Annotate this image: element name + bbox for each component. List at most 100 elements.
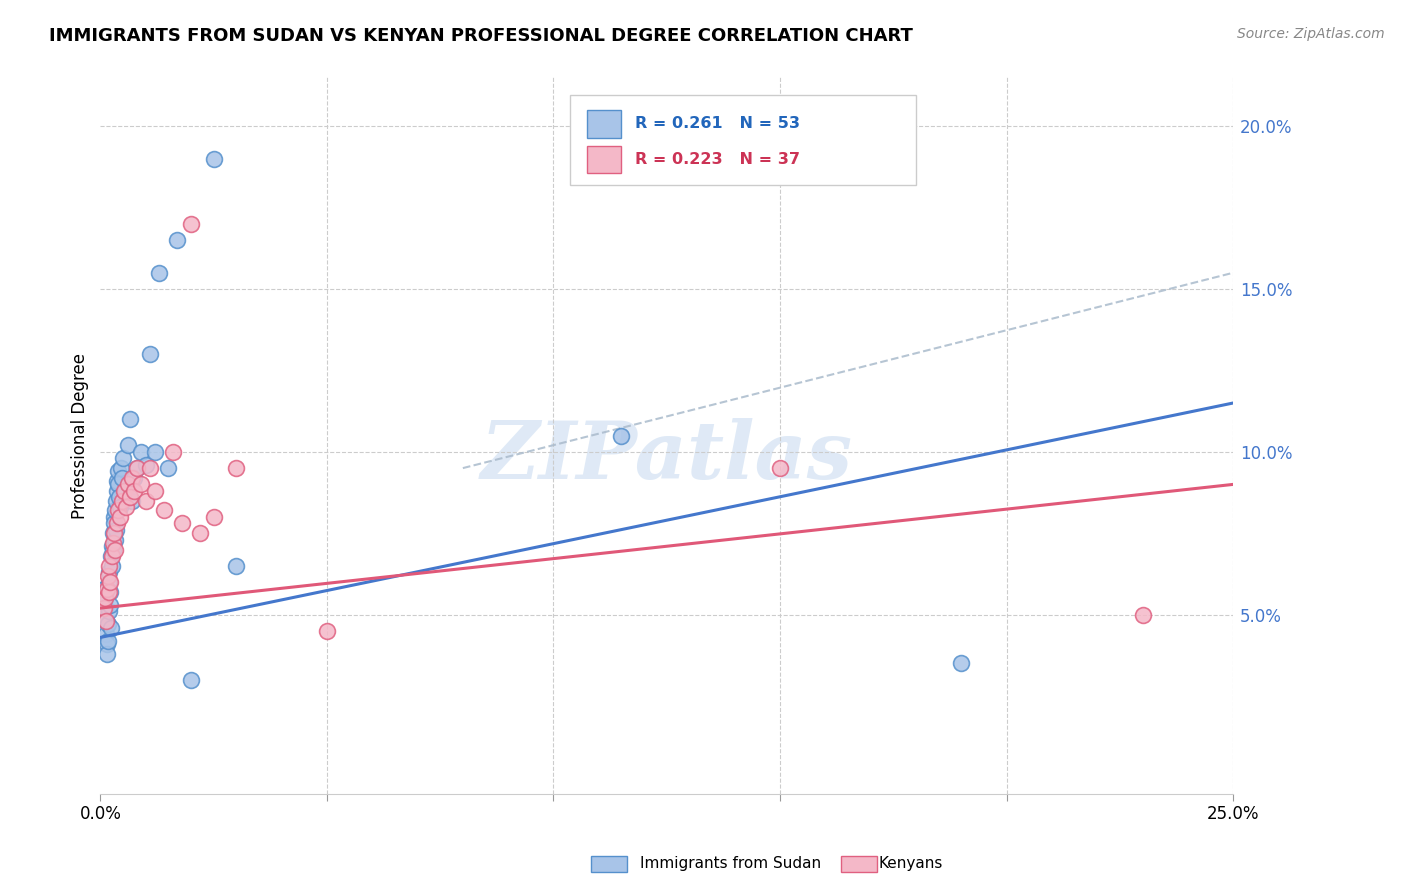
- Point: [103, 526, 125, 541]
- Point: [110, 510, 132, 524]
- Point: [124, 483, 146, 498]
- Point: [98, 566, 121, 580]
- Point: [143, 483, 166, 498]
- Point: [135, 493, 157, 508]
- Point: [111, 451, 134, 466]
- Point: [129, 477, 152, 491]
- Point: [202, 510, 225, 524]
- Point: [180, 673, 202, 687]
- Point: [143, 445, 166, 459]
- Point: [107, 503, 129, 517]
- Point: [96, 582, 118, 596]
- Point: [157, 461, 180, 475]
- Point: [769, 461, 792, 475]
- Point: [97, 617, 120, 632]
- Point: [170, 516, 193, 531]
- Point: [97, 633, 120, 648]
- Point: [100, 549, 122, 563]
- Point: [107, 477, 129, 491]
- Point: [202, 152, 225, 166]
- Text: Kenyans: Kenyans: [879, 856, 943, 871]
- Point: [94, 601, 117, 615]
- Point: [316, 624, 339, 638]
- Point: [105, 483, 128, 498]
- Point: [100, 549, 122, 563]
- Point: [162, 445, 184, 459]
- Point: [100, 621, 122, 635]
- Point: [112, 483, 135, 498]
- Point: [104, 533, 127, 547]
- Point: [118, 412, 141, 426]
- Point: [152, 503, 174, 517]
- Point: [107, 464, 129, 478]
- Text: R = 0.261   N = 53: R = 0.261 N = 53: [636, 117, 800, 131]
- Point: [94, 614, 117, 628]
- Point: [98, 598, 121, 612]
- Point: [121, 471, 143, 485]
- Point: [188, 526, 211, 541]
- Point: [100, 558, 122, 573]
- Point: [97, 584, 120, 599]
- Point: [148, 266, 170, 280]
- Point: [125, 461, 148, 475]
- Text: IMMIGRANTS FROM SUDAN VS KENYAN PROFESSIONAL DEGREE CORRELATION CHART: IMMIGRANTS FROM SUDAN VS KENYAN PROFESSI…: [49, 27, 912, 45]
- Text: R = 0.223   N = 37: R = 0.223 N = 37: [636, 153, 800, 168]
- Point: [111, 493, 134, 508]
- Point: [94, 614, 117, 628]
- Point: [94, 591, 117, 606]
- Point: [101, 526, 124, 541]
- Point: [98, 558, 121, 573]
- Point: [124, 471, 146, 485]
- Point: [96, 647, 118, 661]
- Point: [118, 491, 141, 505]
- FancyBboxPatch shape: [588, 146, 621, 173]
- Point: [225, 558, 247, 573]
- Point: [105, 516, 128, 531]
- Point: [180, 217, 202, 231]
- Point: [105, 474, 128, 488]
- Point: [121, 493, 143, 508]
- Point: [98, 584, 121, 599]
- Point: [610, 428, 633, 442]
- Point: [114, 500, 136, 515]
- Point: [97, 568, 120, 582]
- Point: [139, 461, 162, 475]
- Point: [103, 510, 125, 524]
- Point: [96, 637, 118, 651]
- Text: ZIPatlas: ZIPatlas: [481, 418, 853, 496]
- Point: [117, 438, 139, 452]
- Point: [97, 604, 120, 618]
- Point: [135, 458, 157, 472]
- Point: [101, 536, 124, 550]
- Point: [110, 461, 132, 475]
- Point: [97, 575, 120, 590]
- Point: [101, 539, 124, 553]
- Y-axis label: Professional Degree: Professional Degree: [72, 352, 89, 518]
- Point: [104, 523, 127, 537]
- Point: [111, 471, 134, 485]
- FancyBboxPatch shape: [588, 111, 621, 137]
- Point: [129, 445, 152, 459]
- Point: [117, 477, 139, 491]
- Point: [139, 347, 162, 361]
- FancyBboxPatch shape: [571, 95, 915, 185]
- Point: [104, 503, 127, 517]
- Point: [94, 591, 117, 606]
- Text: Immigrants from Sudan: Immigrants from Sudan: [640, 856, 821, 871]
- Point: [1132, 607, 1154, 622]
- Point: [103, 516, 125, 531]
- Text: Source: ZipAtlas.com: Source: ZipAtlas.com: [1237, 27, 1385, 41]
- Point: [105, 493, 128, 508]
- Point: [166, 233, 188, 247]
- Point: [108, 491, 131, 505]
- Point: [93, 601, 115, 615]
- Point: [950, 657, 973, 671]
- Point: [96, 627, 118, 641]
- Point: [110, 500, 132, 515]
- Point: [98, 575, 121, 590]
- Point: [114, 483, 136, 498]
- Point: [93, 582, 115, 596]
- Point: [104, 542, 127, 557]
- Point: [125, 461, 148, 475]
- Point: [225, 461, 247, 475]
